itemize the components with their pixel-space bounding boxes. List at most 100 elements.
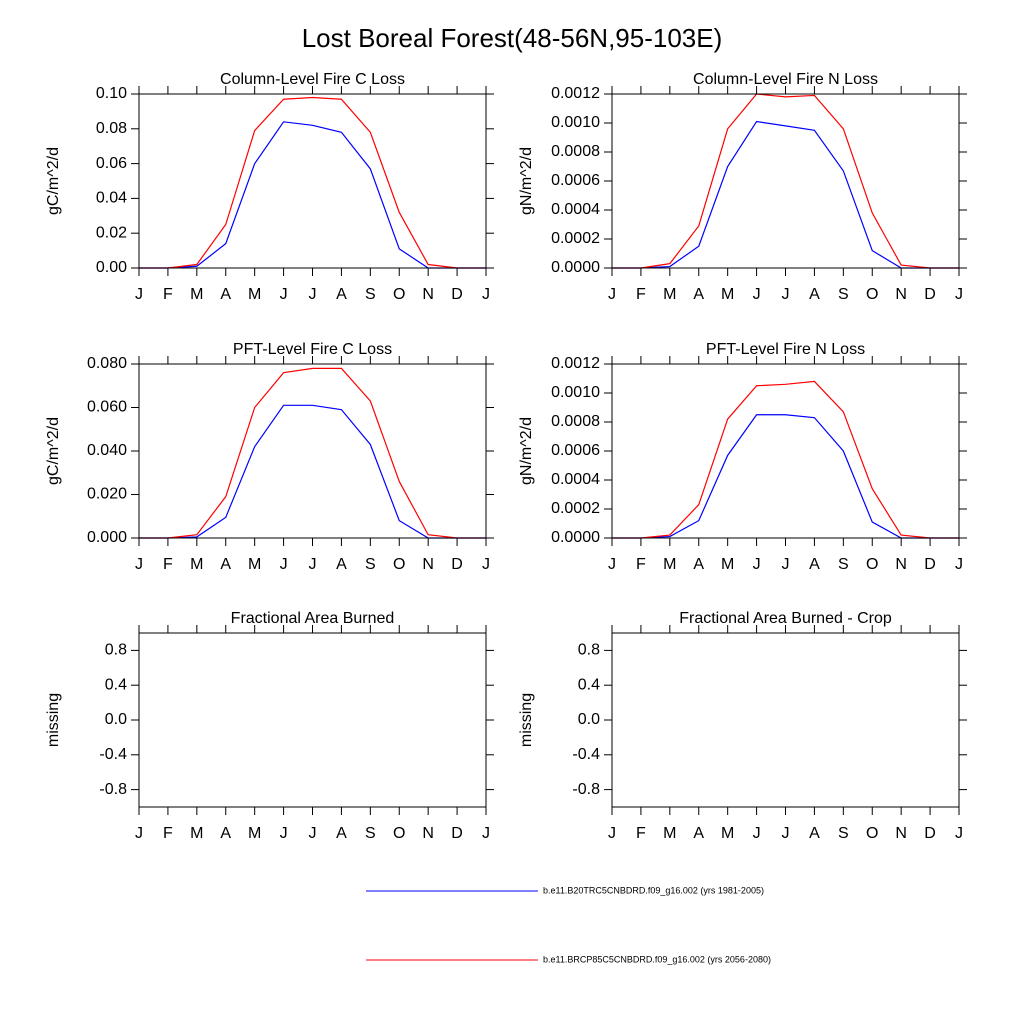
x-tick-label: A <box>336 556 347 573</box>
y-tick-label: 0.0006 <box>551 172 600 189</box>
x-tick-label: J <box>608 556 616 573</box>
x-tick-label: J <box>280 556 288 573</box>
x-tick-label: O <box>393 825 405 842</box>
y-tick-label: 0.04 <box>96 190 127 207</box>
figure-title: Lost Boreal Forest(48-56N,95-103E) <box>302 23 723 53</box>
x-tick-label: A <box>220 556 231 573</box>
y-tick-label: 0.0000 <box>551 259 600 276</box>
x-tick-label: J <box>309 286 317 303</box>
x-tick-label: M <box>663 556 676 573</box>
plot-frame <box>611 93 960 269</box>
x-tick-label: J <box>280 286 288 303</box>
legend-label: b.e11.B20TRC5CNBDRD.f09_g16.002 (yrs 198… <box>543 885 764 895</box>
x-tick-label: M <box>721 286 734 303</box>
series-line <box>139 96 486 269</box>
y-tick-label: 0.080 <box>87 355 127 372</box>
x-tick-label: J <box>135 556 143 573</box>
y-tick-label: -0.4 <box>572 746 600 763</box>
x-tick-label: J <box>608 286 616 303</box>
y-tick-label: 0.0 <box>105 711 127 728</box>
y-tick-label: 0.0008 <box>551 413 600 430</box>
x-tick-label: J <box>482 825 490 842</box>
y-tick-label: 0.0 <box>578 711 600 728</box>
y-tick-label: 0.0000 <box>551 529 600 546</box>
x-tick-label: A <box>809 556 820 573</box>
x-tick-label: M <box>190 286 203 303</box>
x-tick-label: J <box>135 286 143 303</box>
panel-title: Fractional Area Burned <box>231 610 395 627</box>
series-line <box>139 367 486 539</box>
x-tick-label: N <box>422 825 434 842</box>
x-tick-label: J <box>309 556 317 573</box>
y-axis-label: missing <box>45 693 62 747</box>
x-tick-label: A <box>336 286 347 303</box>
x-tick-label: M <box>248 286 261 303</box>
x-tick-label: D <box>451 556 463 573</box>
x-tick-label: F <box>163 286 173 303</box>
y-tick-label: 0.10 <box>96 85 127 102</box>
x-tick-label: A <box>809 286 820 303</box>
x-tick-label: J <box>280 825 288 842</box>
x-tick-label: S <box>838 286 849 303</box>
plot-frame <box>138 93 487 269</box>
x-tick-label: D <box>451 286 463 303</box>
y-tick-label: 0.0004 <box>551 471 600 488</box>
x-tick-label: M <box>190 556 203 573</box>
y-tick-label: -0.8 <box>99 781 127 798</box>
x-tick-label: O <box>393 556 405 573</box>
x-tick-label: D <box>924 286 936 303</box>
x-tick-label: J <box>309 825 317 842</box>
plot-frame <box>138 632 487 808</box>
y-tick-label: 0.4 <box>105 676 127 693</box>
x-tick-label: M <box>721 825 734 842</box>
x-tick-label: A <box>809 825 820 842</box>
y-tick-label: 0.0004 <box>551 201 600 218</box>
x-tick-label: F <box>636 286 646 303</box>
x-tick-label: A <box>693 556 704 573</box>
panel-title: PFT-Level Fire C Loss <box>233 341 392 358</box>
y-tick-label: 0.000 <box>87 529 127 546</box>
y-tick-label: -0.8 <box>572 781 600 798</box>
x-tick-label: N <box>422 556 434 573</box>
x-tick-label: A <box>220 286 231 303</box>
x-tick-label: M <box>248 825 261 842</box>
x-tick-label: J <box>135 825 143 842</box>
plot-frame <box>611 363 960 539</box>
y-axis-label: gC/m^2/d <box>45 147 62 215</box>
y-tick-label: 0.020 <box>87 486 127 503</box>
x-tick-label: M <box>190 825 203 842</box>
x-tick-label: D <box>924 556 936 573</box>
panel-title: Column-Level Fire N Loss <box>693 71 878 88</box>
x-tick-label: S <box>838 556 849 573</box>
x-tick-label: S <box>365 286 376 303</box>
y-tick-label: -0.4 <box>99 746 127 763</box>
x-tick-label: A <box>693 286 704 303</box>
y-axis-label: missing <box>518 693 535 747</box>
x-tick-label: J <box>482 286 490 303</box>
x-tick-label: N <box>895 825 907 842</box>
x-tick-label: F <box>636 556 646 573</box>
x-tick-label: M <box>663 286 676 303</box>
y-tick-label: 0.8 <box>105 642 127 659</box>
y-tick-label: 0.06 <box>96 155 127 172</box>
y-tick-label: 0.0010 <box>551 114 600 131</box>
y-tick-label: 0.0010 <box>551 384 600 401</box>
plot-frame <box>611 632 960 808</box>
x-tick-label: J <box>782 286 790 303</box>
y-tick-label: 0.0006 <box>551 442 600 459</box>
y-tick-label: 0.00 <box>96 259 127 276</box>
x-tick-label: N <box>422 286 434 303</box>
x-tick-label: J <box>608 825 616 842</box>
x-tick-label: J <box>753 556 761 573</box>
panel-title: Column-Level Fire C Loss <box>220 71 405 88</box>
x-tick-label: J <box>955 825 963 842</box>
x-tick-label: F <box>163 556 173 573</box>
y-tick-label: 0.0012 <box>551 85 600 102</box>
x-tick-label: A <box>220 825 231 842</box>
x-tick-label: D <box>451 825 463 842</box>
y-axis-label: gN/m^2/d <box>518 147 535 215</box>
x-tick-label: O <box>866 825 878 842</box>
x-tick-label: M <box>721 556 734 573</box>
